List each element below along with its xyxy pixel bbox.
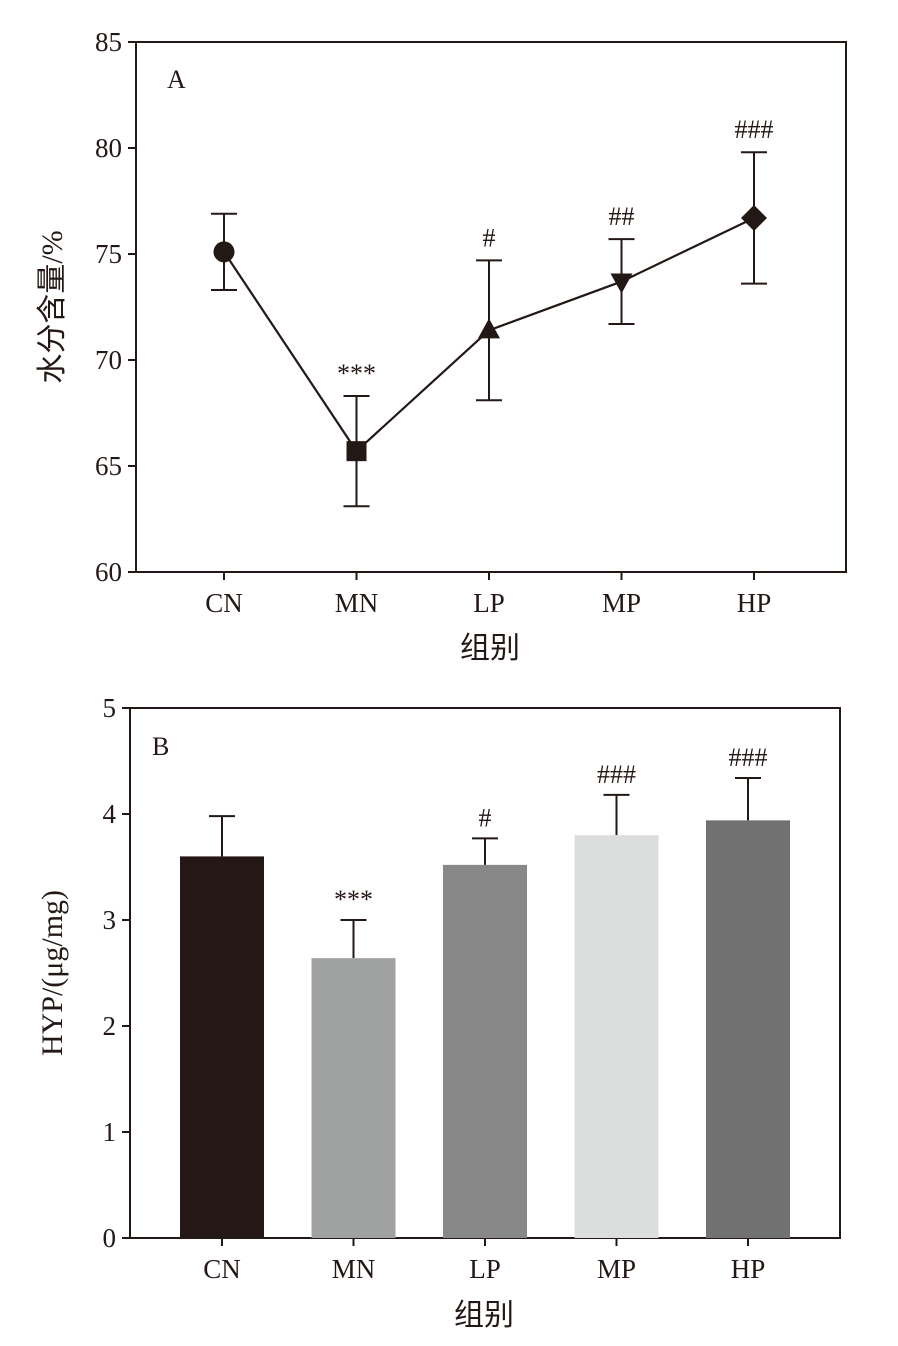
x-tick-label: MN xyxy=(335,588,379,618)
y-tick-label: 2 xyxy=(103,1011,117,1041)
x-tick-label: LP xyxy=(469,1254,501,1284)
data-point-triangle-up xyxy=(478,318,500,339)
y-tick-label: 5 xyxy=(103,693,117,723)
y-tick-label: 1 xyxy=(103,1117,117,1147)
panel-b-letter: B xyxy=(152,732,169,761)
x-tick-label: MP xyxy=(602,588,641,618)
y-tick-label: 0 xyxy=(103,1223,117,1253)
bar-hp xyxy=(706,820,790,1238)
x-tick-label: MN xyxy=(332,1254,376,1284)
panel-b-y-axis: 0 1 2 3 4 5 xyxy=(103,693,130,1253)
significance-label: # xyxy=(479,803,492,832)
y-tick-label: 80 xyxy=(95,133,122,163)
y-tick-label: 75 xyxy=(95,239,122,269)
significance-label: # xyxy=(483,223,496,252)
data-point-diamond xyxy=(741,204,767,231)
panel-a-xlabel: 组别 xyxy=(460,632,520,665)
bar-lp xyxy=(443,864,527,1238)
x-tick-label: CN xyxy=(203,1254,241,1284)
x-tick-label: LP xyxy=(473,588,505,618)
bar-mn xyxy=(311,958,396,1238)
panel-b-xlabel: 组别 xyxy=(454,1299,514,1332)
panel-a-markers xyxy=(213,204,767,462)
panel-a-x-axis: CN MN LP MP HP xyxy=(205,572,771,618)
panel-b-x-axis: CN MN LP MP HP xyxy=(203,1238,765,1284)
panel-a-ylabel: 水分含量/% xyxy=(36,230,69,383)
y-tick-label: 60 xyxy=(95,557,122,587)
y-tick-label: 85 xyxy=(95,27,122,57)
panel-a-y-axis: 60 65 70 75 80 85 xyxy=(95,27,136,587)
significance-label: ### xyxy=(597,760,636,789)
x-tick-label: HP xyxy=(737,588,772,618)
x-tick-label: HP xyxy=(731,1254,766,1284)
y-tick-label: 70 xyxy=(95,345,122,375)
data-point-square xyxy=(346,441,367,462)
panel-b-bars xyxy=(180,820,790,1238)
data-point-triangle-down xyxy=(610,273,633,294)
data-point-circle xyxy=(213,241,235,263)
panel-a-annotations: ***###### xyxy=(337,115,774,388)
panel-a-letter: A xyxy=(167,65,186,94)
x-tick-label: CN xyxy=(205,588,243,618)
bar-mp xyxy=(574,835,659,1238)
x-tick-label: MP xyxy=(597,1254,636,1284)
panel-b-annotations: ***####### xyxy=(334,743,768,914)
significance-label: ## xyxy=(609,202,635,231)
significance-label: ### xyxy=(729,743,768,772)
y-tick-label: 3 xyxy=(103,905,117,935)
significance-label: *** xyxy=(334,885,373,914)
y-tick-label: 65 xyxy=(95,451,122,481)
significance-label: ### xyxy=(735,115,774,144)
y-tick-label: 4 xyxy=(103,799,117,829)
significance-label: *** xyxy=(337,359,376,388)
panel-b-ylabel: HYP/(μg/mg) xyxy=(36,890,69,1056)
panel-a-frame xyxy=(135,41,847,573)
bar-cn xyxy=(180,856,264,1238)
panel-b-error-bars xyxy=(209,776,761,959)
